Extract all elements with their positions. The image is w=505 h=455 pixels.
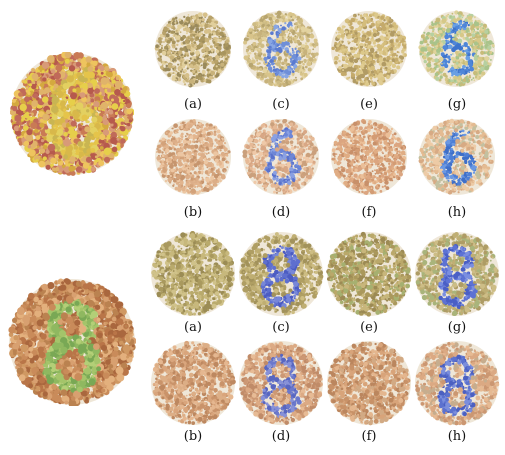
caption-bottom-b: (b) <box>183 429 203 444</box>
caption-bottom-c: (c) <box>272 320 290 335</box>
plate-top-f <box>330 118 408 196</box>
plate-bottom-b <box>150 340 236 426</box>
plate-top-d <box>242 118 320 196</box>
plate-top-b <box>154 118 232 196</box>
plate-bottom-a <box>150 231 236 317</box>
plate-bottom-h <box>414 340 500 426</box>
original-plate-6 <box>10 52 134 176</box>
original-plate-8 <box>8 278 136 406</box>
plate-bottom-g <box>414 231 500 317</box>
plate-top-e <box>330 10 408 88</box>
plate-bottom-c <box>238 231 324 317</box>
plate-bottom-e <box>326 231 412 317</box>
caption-bottom-d: (d) <box>271 429 291 444</box>
plate-top-a <box>154 10 232 88</box>
caption-bottom-g: (g) <box>447 320 467 335</box>
caption-bottom-a: (a) <box>184 320 202 335</box>
plate-top-h <box>418 118 496 196</box>
caption-top-c: (c) <box>272 97 290 112</box>
plate-bottom-f <box>326 340 412 426</box>
caption-top-h: (h) <box>447 205 467 220</box>
plate-top-c <box>242 10 320 88</box>
caption-top-e: (e) <box>360 97 378 112</box>
plate-bottom-d <box>238 340 324 426</box>
caption-bottom-h: (h) <box>447 429 467 444</box>
caption-bottom-f: (f) <box>361 429 377 444</box>
caption-top-d: (d) <box>271 205 291 220</box>
caption-bottom-e: (e) <box>360 320 378 335</box>
caption-top-a: (a) <box>184 97 202 112</box>
caption-top-f: (f) <box>361 205 377 220</box>
plate-top-g <box>418 10 496 88</box>
caption-top-g: (g) <box>447 97 467 112</box>
caption-top-b: (b) <box>183 205 203 220</box>
